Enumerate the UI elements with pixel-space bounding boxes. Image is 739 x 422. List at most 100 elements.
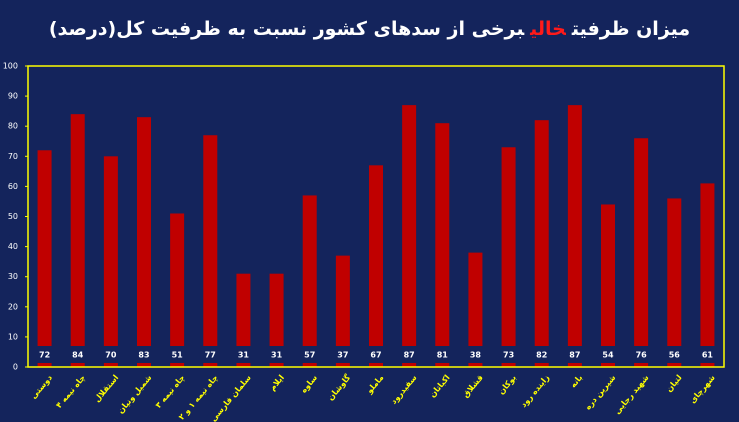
x-tick-label: شمیل ونیان xyxy=(116,373,154,415)
x-tick-label: چاه نیمه ۳ xyxy=(154,373,187,410)
x-tick-label: بانه xyxy=(568,373,584,389)
bar xyxy=(302,195,317,367)
bar xyxy=(534,120,549,368)
x-tick-label: سفیدرود xyxy=(389,373,419,406)
plot-border xyxy=(27,65,725,368)
bar xyxy=(667,198,682,367)
value-label: 87 xyxy=(569,351,580,360)
value-label-bg xyxy=(229,346,258,363)
y-tick-label: 20 xyxy=(8,302,18,311)
x-tick-label: شیرین دره xyxy=(583,373,617,411)
value-label-bg xyxy=(295,346,324,363)
x-tick-label: شهید رجایی xyxy=(613,373,651,416)
value-label-bg xyxy=(196,346,225,363)
title-part: برخی از سدهای کشور نسبت به ظرفیت کل(درصد… xyxy=(48,18,525,40)
value-label: 31 xyxy=(271,351,283,360)
x-tick-label: ساوه xyxy=(299,373,319,395)
y-tick-label: 70 xyxy=(8,152,18,161)
value-label: 56 xyxy=(669,351,681,360)
x-tick-label: قشلاق xyxy=(461,373,485,399)
value-label: 83 xyxy=(138,351,149,360)
bar xyxy=(567,105,582,367)
bar xyxy=(137,117,151,367)
value-label-bg xyxy=(660,346,689,363)
value-label-bg xyxy=(262,346,291,363)
y-tick-label: 90 xyxy=(8,92,18,101)
bar xyxy=(203,135,218,367)
value-label: 76 xyxy=(636,351,648,360)
value-label: 54 xyxy=(602,351,614,360)
value-label: 77 xyxy=(205,351,216,360)
bar xyxy=(369,165,383,367)
bar xyxy=(335,255,350,367)
value-label: 67 xyxy=(370,351,381,360)
value-label-bg xyxy=(362,346,390,363)
y-tick-label: 80 xyxy=(8,122,18,131)
value-label-bg xyxy=(328,346,357,363)
bar xyxy=(634,138,649,367)
bar xyxy=(435,123,450,367)
x-tick-label: شهرچای xyxy=(688,373,717,405)
y-tick-label: 40 xyxy=(8,242,18,251)
x-tick-label: لتیان xyxy=(664,373,683,394)
y-tick-label: 100 xyxy=(3,62,18,71)
bar xyxy=(269,273,284,367)
value-label-bg xyxy=(63,346,92,363)
x-tick-label: دوستی xyxy=(29,373,54,400)
value-label-bg xyxy=(527,346,556,363)
value-label: 57 xyxy=(304,351,315,360)
x-tick-label: استقلال xyxy=(92,373,120,404)
bar xyxy=(103,156,118,367)
y-tick-label: 60 xyxy=(8,182,18,191)
bar xyxy=(700,183,715,367)
value-label-bg xyxy=(30,346,59,363)
bar xyxy=(236,273,251,367)
bar xyxy=(37,150,52,367)
value-label: 31 xyxy=(238,351,250,360)
value-label-bg xyxy=(461,346,490,363)
bar xyxy=(601,204,615,367)
bar xyxy=(170,213,185,367)
value-label: 84 xyxy=(72,351,84,360)
x-tick-label: ایلام xyxy=(268,373,286,393)
value-label: 87 xyxy=(404,351,415,360)
x-tick-label: اکباتان xyxy=(428,373,452,399)
y-tick-label: 50 xyxy=(8,212,18,221)
x-tick-label: گاوشان xyxy=(325,372,352,402)
value-label: 51 xyxy=(172,351,184,360)
value-label: 70 xyxy=(105,351,117,360)
value-label: 81 xyxy=(437,351,449,360)
y-tick-label: 0 xyxy=(13,363,18,372)
value-label-bg xyxy=(594,346,622,363)
value-label-bg xyxy=(494,346,523,363)
x-tick-label: بوکان xyxy=(497,373,518,396)
chart-title: میزان ظرفیتخالیبرخی از سدهای کشور نسبت ب… xyxy=(0,18,739,40)
value-label-bg xyxy=(130,346,158,363)
value-label-bg xyxy=(693,346,722,363)
bar xyxy=(501,147,516,367)
title-part: خالی xyxy=(530,18,566,40)
y-tick-label: 30 xyxy=(8,272,18,281)
value-label-bg xyxy=(163,346,192,363)
value-label: 82 xyxy=(536,351,547,360)
value-label: 72 xyxy=(39,351,50,360)
x-tick-label: چاه نیمه ۴ xyxy=(54,373,87,410)
value-label: 37 xyxy=(337,351,348,360)
bar xyxy=(70,114,85,367)
bar xyxy=(402,105,417,367)
value-label-bg xyxy=(395,346,424,363)
bar xyxy=(468,252,483,367)
title-part: میزان ظرفیت xyxy=(571,18,691,40)
value-label-bg xyxy=(560,346,589,363)
value-label-bg xyxy=(96,346,125,363)
value-label-bg xyxy=(627,346,656,363)
value-label: 38 xyxy=(470,351,482,360)
value-label: 61 xyxy=(702,351,714,360)
x-tick-label: زاینده رود xyxy=(519,373,551,409)
value-label: 73 xyxy=(503,351,514,360)
value-label-bg xyxy=(428,346,457,363)
y-tick-label: 10 xyxy=(8,332,18,341)
x-tick-label: ماملو xyxy=(364,373,385,396)
